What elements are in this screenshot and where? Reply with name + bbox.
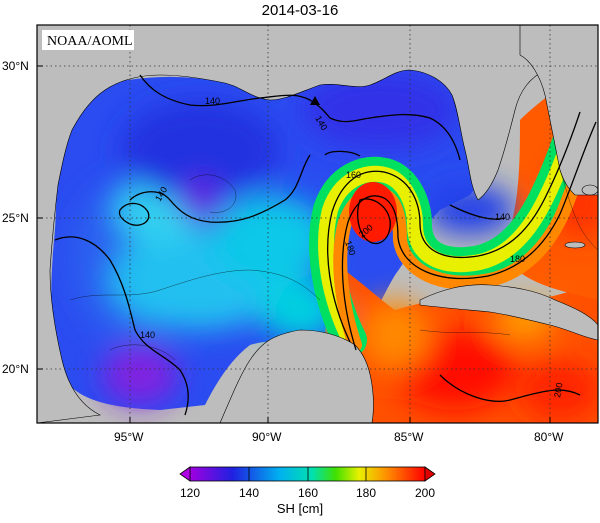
colorbar-tick: 180 (356, 486, 376, 500)
contour-minor (69, 169, 598, 361)
lon-label: 80°W (534, 430, 564, 444)
lat-label: 30°N (2, 59, 29, 73)
ocean-field (51, 43, 598, 423)
lon-label: 95°W (114, 430, 144, 444)
colorbar-tick: 120 (180, 486, 200, 500)
colorbar-tick: 160 (298, 486, 318, 500)
colorbar-tick: 140 (239, 486, 259, 500)
credit-box (42, 30, 134, 50)
colorbar-tick: 200 (415, 486, 435, 500)
contour-label: 200 (552, 382, 564, 399)
contour-label: 180 (343, 239, 358, 257)
contour-lines (54, 74, 597, 416)
contour-label: 140 (140, 330, 155, 340)
map-frame (36, 24, 599, 424)
lon-label: 90°W (252, 430, 282, 444)
credit-text: NOAA/AOML (47, 34, 133, 49)
map-title: 2014-03-16 (261, 2, 339, 19)
contour-label: 140 (495, 212, 510, 222)
contour-label: 140 (205, 96, 220, 106)
tick-marks (37, 65, 551, 423)
station-triangle-icon (310, 96, 320, 105)
graticule (37, 25, 598, 423)
contour-label: 160 (346, 170, 361, 180)
lon-label: 85°W (394, 430, 424, 444)
colorbar: 120 140 160 180 200 (179, 466, 436, 500)
coastline (37, 25, 598, 423)
contour-label: 180 (510, 254, 525, 264)
lat-label: 25°N (2, 211, 29, 225)
colorbar-min-arrow-icon (179, 466, 191, 482)
colorbar-max-arrow-icon (424, 466, 436, 482)
colorbar-label: SH [cm] (276, 501, 324, 516)
lat-label: 20°N (2, 362, 29, 376)
